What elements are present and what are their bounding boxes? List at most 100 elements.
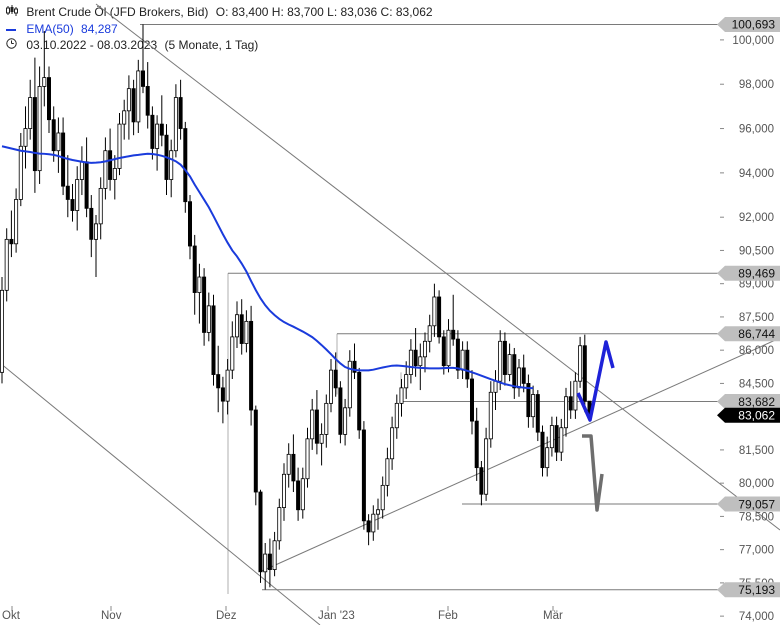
candle-body (512, 354, 517, 389)
candle-body (65, 185, 70, 200)
interval: (5 Monate, 1 Tag) (164, 38, 259, 52)
candle-body (286, 453, 291, 475)
candle-body (84, 161, 89, 209)
y-tick-label: 74,000 (739, 611, 774, 623)
candle-body (578, 345, 583, 382)
candle-body (42, 77, 47, 87)
candle-body (18, 145, 23, 200)
y-tick-label: 89,000 (739, 279, 774, 291)
candle-body (173, 97, 178, 152)
candle-body (549, 425, 554, 449)
chart-header-ema: EMA(50) 84,287 (6, 22, 118, 36)
candle-body (404, 374, 409, 389)
y-tick-label: 78,500 (739, 511, 774, 523)
ema-line (1, 145, 534, 390)
candle-body (140, 70, 145, 87)
candle-body (394, 402, 399, 429)
candle-body (357, 371, 362, 431)
x-tick-label: Okt (2, 610, 21, 622)
x-tick-label: Mär (543, 610, 563, 622)
candles-group (0, 24, 592, 590)
price-tag-83-682 (717, 394, 780, 410)
candle-body (564, 396, 569, 429)
candle-body (422, 340, 427, 358)
candlestick-icon (6, 5, 20, 19)
y-tick-label: 80,000 (739, 478, 774, 490)
candle-body (216, 374, 221, 389)
price-tag-75-193 (717, 582, 780, 598)
candle-body (390, 427, 395, 460)
candle-body (437, 296, 442, 338)
candle-body (117, 123, 122, 169)
ema-label: EMA(50) (26, 22, 74, 36)
candle-body (159, 123, 164, 136)
y-tick-label: 77,000 (739, 545, 774, 557)
candle-body (540, 431, 545, 469)
date-range: 03.10.2022 - 08.03.2023 (26, 38, 158, 52)
candle-body (573, 380, 578, 411)
candle-body (51, 119, 56, 152)
price-tag-83-062 (717, 407, 780, 423)
candle-body (258, 491, 263, 573)
candle-body (220, 387, 225, 402)
ema-line-icon (6, 24, 20, 36)
candle-body (517, 367, 522, 389)
candle-body (28, 97, 33, 129)
price-tag-89-469 (717, 265, 780, 281)
instrument-name: Brent Crude Öl (JFD Brokers, Bid) (26, 5, 209, 19)
candle-body (493, 380, 498, 393)
candle-body (427, 325, 432, 342)
candle-body (380, 484, 385, 511)
price-tag-label: 89,469 (738, 266, 775, 280)
candle-body (253, 409, 258, 493)
candle-body (484, 438, 489, 495)
y-tick-label: 100,000 (732, 35, 774, 47)
price-tag-label: 86,744 (738, 327, 775, 341)
candle-body (399, 387, 404, 404)
candle-body (192, 245, 197, 293)
chart-header-range: 03.10.2022 - 08.03.2023 (5 Monate, 1 Tag… (6, 38, 258, 52)
candle-body (9, 238, 14, 245)
candle-body (112, 168, 117, 180)
candle-body (37, 86, 42, 172)
candle-body (281, 473, 286, 508)
price-tag-label: 83,682 (738, 395, 775, 409)
candle-body (554, 425, 559, 453)
candle-body (526, 383, 531, 418)
candle-body (498, 340, 503, 382)
candle-body (582, 345, 587, 402)
candle-body (61, 132, 66, 187)
candle-body (178, 97, 183, 129)
candle-body (366, 520, 371, 533)
candle-body (272, 540, 277, 570)
candle-body (413, 349, 418, 367)
candle-body (263, 553, 268, 573)
candle-body (4, 238, 9, 291)
bearish-scenario-arrow (582, 434, 604, 512)
candle-body (244, 320, 249, 344)
candle-body (94, 223, 99, 240)
candle-body (249, 320, 254, 411)
candle-body (47, 77, 52, 121)
y-tick-label: 84,500 (739, 378, 774, 390)
candle-body (324, 402, 329, 435)
candle-body (474, 420, 479, 469)
candle-body (234, 314, 239, 338)
candle-body (446, 329, 451, 367)
x-tick-label: Jan '23 (318, 610, 355, 622)
candle-body (126, 88, 131, 112)
clock-icon (6, 38, 20, 52)
candle-body (521, 367, 526, 384)
candle-body (531, 394, 536, 418)
candle-body (267, 553, 272, 570)
price-tag-label: 83,062 (738, 408, 775, 422)
candle-body (296, 480, 301, 511)
candle-body (136, 70, 141, 123)
candle-body (183, 128, 188, 203)
x-tick-label: Nov (101, 610, 122, 622)
candle-body (155, 123, 160, 149)
candle-body (202, 276, 207, 333)
candle-body (338, 387, 343, 435)
price-tag-86-744 (717, 326, 780, 342)
